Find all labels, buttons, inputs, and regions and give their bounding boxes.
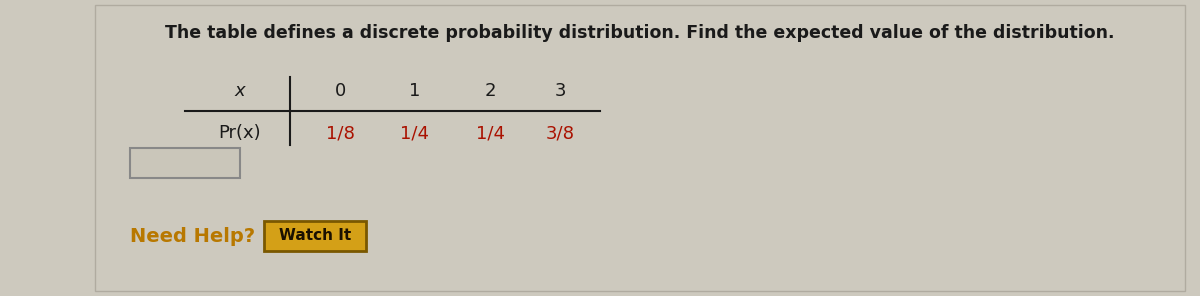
Text: 2: 2 — [485, 82, 496, 100]
FancyBboxPatch shape — [95, 5, 1186, 291]
Text: 1: 1 — [409, 82, 421, 100]
Text: 3: 3 — [554, 82, 565, 100]
Text: 0: 0 — [335, 82, 346, 100]
FancyBboxPatch shape — [264, 221, 366, 251]
Text: 1/4: 1/4 — [401, 124, 430, 142]
Text: Watch It: Watch It — [278, 229, 352, 244]
Text: Pr(x): Pr(x) — [218, 124, 262, 142]
FancyBboxPatch shape — [130, 148, 240, 178]
Text: Need Help?: Need Help? — [130, 226, 256, 245]
Text: x: x — [235, 82, 245, 100]
Text: The table defines a discrete probability distribution. Find the expected value o: The table defines a discrete probability… — [166, 24, 1115, 42]
Text: 3/8: 3/8 — [546, 124, 575, 142]
Text: 1/4: 1/4 — [475, 124, 504, 142]
Text: 1/8: 1/8 — [325, 124, 354, 142]
